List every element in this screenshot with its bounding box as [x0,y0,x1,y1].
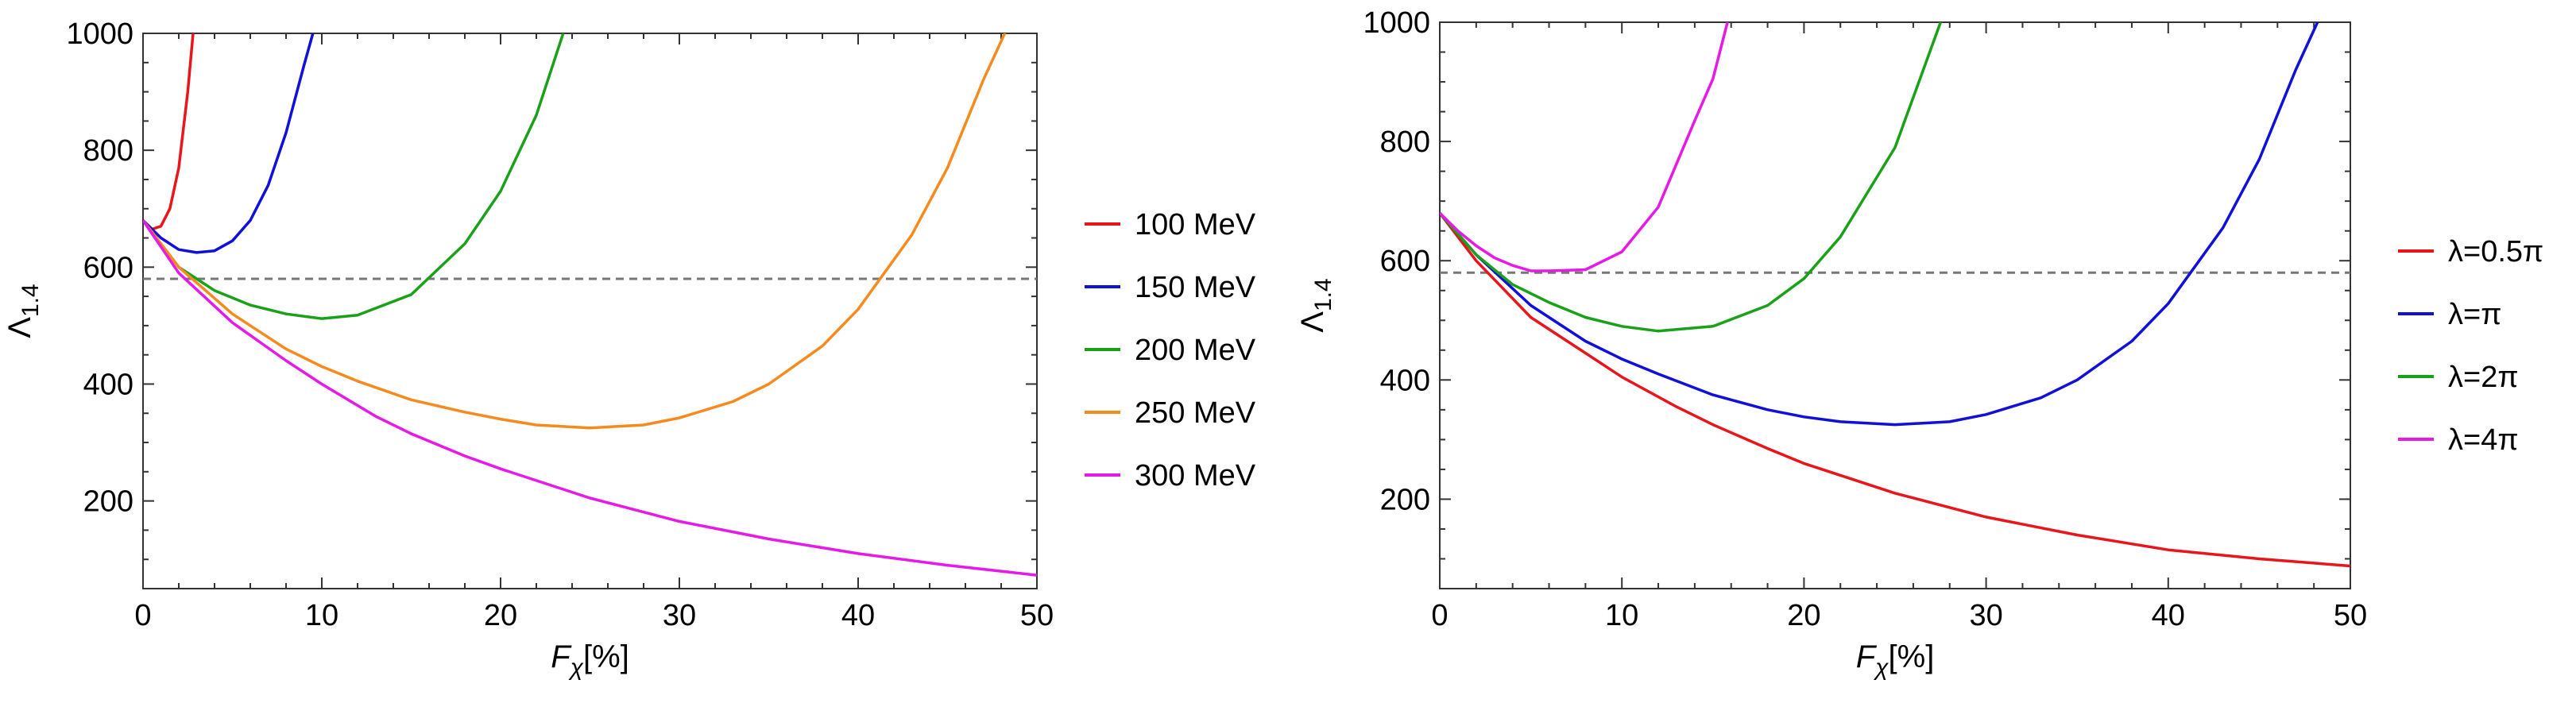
right-chart: 0 10 20 30 40 50 200 400 600 800 1000 Fχ[%] Λ1.4 λ=0.… [1295,6,2543,681]
legend-label: 300 MeV [1135,459,1256,492]
legend-label: λ=π [2448,298,2501,331]
left-chart: 0 10 20 30 40 50 200 400 600 800 1000 Fχ[%] Λ1.4 100 … [2,17,1256,681]
y-tick-label: 200 [83,485,133,519]
data-layer [143,33,1037,577]
x-tick-label: 40 [2152,599,2185,632]
y-tick-label: 200 [1380,483,1430,516]
y-tick-label: 600 [83,251,133,284]
y-axis-label: Λ1.4 [1295,278,1336,332]
legend-label: 200 MeV [1135,334,1256,367]
y-axis-label: Λ1.4 [2,284,44,338]
x-tick-label: 30 [1969,599,2002,632]
plot-frame [1439,21,2351,589]
x-tick-label: 30 [663,599,696,632]
series-line [1440,22,2319,427]
x-tick-label: 0 [1431,599,1448,632]
series-line [1440,22,1942,333]
x-tick-label: 40 [841,599,875,632]
series-line [143,33,1007,430]
x-axis-label: Fχ[%] [551,639,629,681]
legend-label: 100 MeV [1135,208,1256,241]
x-tick-label: 10 [305,599,338,632]
x-tick-label: 50 [1020,599,1054,632]
legend-label: 250 MeV [1135,396,1256,430]
legend-label: λ=2π [2448,361,2519,394]
legend-label: λ=4π [2448,423,2519,457]
plot-frame [142,33,1038,589]
x-tick-label: 20 [484,599,517,632]
x-tick-label: 10 [1605,599,1638,632]
y-tick-label: 800 [1380,126,1430,159]
y-tick-label: 400 [83,368,133,401]
series-line [1440,22,1729,272]
x-tick-label: 50 [2334,599,2367,632]
legend-label: λ=0.5π [2448,235,2543,268]
y-tick-label: 600 [1380,245,1430,278]
legend-label: 150 MeV [1135,271,1256,304]
y-tick-label: 800 [83,134,133,168]
y-tick-label: 1000 [1363,6,1430,40]
y-tick-label: 400 [1380,364,1430,397]
y-tick-label: 1000 [66,17,133,51]
x-tick-label: 0 [134,599,151,632]
series-line [143,33,195,231]
series-line [143,33,315,254]
series-line [1440,212,2350,568]
data-layer [1440,22,2350,568]
x-axis-label: Fχ[%] [1856,639,1935,681]
x-tick-label: 20 [1787,599,1820,632]
series-line [143,219,1037,577]
series-line [143,33,565,320]
